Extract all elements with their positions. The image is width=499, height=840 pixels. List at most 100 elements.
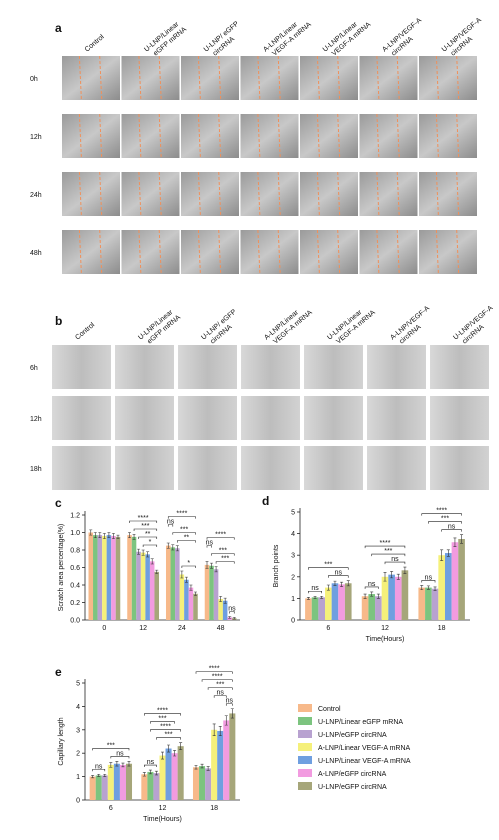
bar	[141, 774, 148, 800]
scratch-edge	[277, 229, 281, 275]
micrograph	[367, 396, 426, 440]
error-bar	[171, 544, 175, 551]
bar	[394, 576, 402, 620]
error-bar	[346, 580, 350, 587]
y-tick-label: 4	[291, 531, 295, 538]
significance-label: ***	[219, 548, 227, 555]
error-bar	[137, 548, 141, 555]
panel-label: e	[55, 665, 62, 679]
micrograph	[178, 446, 237, 490]
y-tick-label: 1	[76, 774, 80, 781]
bar	[107, 764, 114, 800]
micrograph	[304, 446, 363, 490]
significance-bracket	[138, 536, 158, 539]
micrograph	[241, 446, 300, 490]
error-bar	[433, 586, 437, 591]
error-bar	[193, 591, 197, 596]
scratch-edge	[337, 113, 341, 159]
significance-bracket	[133, 528, 158, 531]
significance-bracket	[213, 695, 227, 698]
scratch-edge	[376, 55, 380, 101]
micrograph	[359, 172, 418, 216]
bar	[451, 542, 459, 620]
significance-label: ns	[95, 763, 103, 770]
bar	[89, 776, 96, 800]
bar	[222, 600, 228, 620]
scratch-edge	[396, 229, 400, 275]
bar	[147, 771, 154, 800]
significance-label: ns	[448, 524, 456, 531]
error-bar	[460, 534, 464, 544]
scratch-edge	[158, 113, 162, 159]
significance-bracket	[371, 553, 406, 557]
row-label: 6h	[30, 365, 38, 372]
micrograph	[300, 230, 358, 274]
scratch-edge	[138, 55, 142, 101]
error-bar	[333, 580, 337, 586]
micrograph	[300, 172, 358, 216]
significance-bracket	[364, 545, 406, 549]
error-bar	[184, 576, 188, 583]
micrograph	[115, 345, 174, 389]
micrograph	[181, 230, 239, 274]
scratch-edge	[197, 55, 201, 101]
scratch-edge	[197, 171, 201, 217]
y-tick-label: 1.2	[70, 513, 80, 520]
significance-bracket	[195, 671, 233, 674]
micrograph	[52, 446, 111, 490]
significance-bracket	[229, 611, 235, 614]
error-bar	[376, 593, 380, 599]
bar	[127, 535, 132, 620]
bar	[361, 596, 369, 620]
scratch-edge	[316, 171, 320, 217]
scratch-edge	[396, 113, 400, 159]
y-axis-label: Capillary length	[58, 717, 65, 765]
significance-label: *	[187, 560, 190, 567]
error-bar	[219, 596, 223, 602]
x-axis-label: Time(Hours)	[366, 636, 405, 643]
bar	[425, 587, 432, 620]
significance-label: ns	[217, 690, 225, 697]
error-bar	[121, 762, 125, 768]
error-bar	[155, 569, 159, 574]
bar	[444, 553, 452, 620]
error-bar	[146, 551, 150, 558]
error-bar	[403, 566, 407, 574]
y-axis-label: Branch points	[273, 544, 280, 587]
error-bar	[148, 769, 152, 775]
significance-bracket	[156, 737, 181, 740]
row-label: 18h	[30, 466, 42, 473]
bar	[305, 598, 312, 620]
significance-label: ***	[221, 556, 229, 563]
error-bar	[179, 742, 183, 750]
bar	[381, 576, 389, 620]
micrograph	[62, 172, 120, 216]
panel-label: d	[262, 494, 269, 508]
error-bar	[180, 570, 184, 579]
scratch-edge	[78, 55, 82, 101]
micrograph	[52, 345, 111, 389]
significance-bracket	[92, 768, 106, 772]
significance-label: ****	[176, 511, 187, 518]
y-tick-label: 1.0	[70, 530, 80, 537]
scratch-edge	[435, 55, 439, 101]
error-bar	[111, 533, 115, 539]
significance-bracket	[150, 721, 175, 724]
significance-bracket	[142, 544, 158, 547]
bar	[192, 767, 200, 800]
error-bar	[210, 562, 214, 569]
significance-bracket	[177, 540, 196, 543]
scratch-edge	[435, 229, 439, 275]
error-bar	[340, 581, 344, 587]
significance-label: **	[145, 531, 151, 538]
significance-bracket	[144, 764, 157, 768]
error-bar	[132, 533, 136, 540]
micrograph	[121, 114, 180, 158]
error-bar	[370, 591, 374, 597]
scratch-edge	[158, 55, 162, 101]
micrograph	[240, 172, 299, 216]
significance-bracket	[129, 520, 158, 523]
bar	[227, 617, 232, 620]
legend-swatch	[298, 730, 312, 738]
